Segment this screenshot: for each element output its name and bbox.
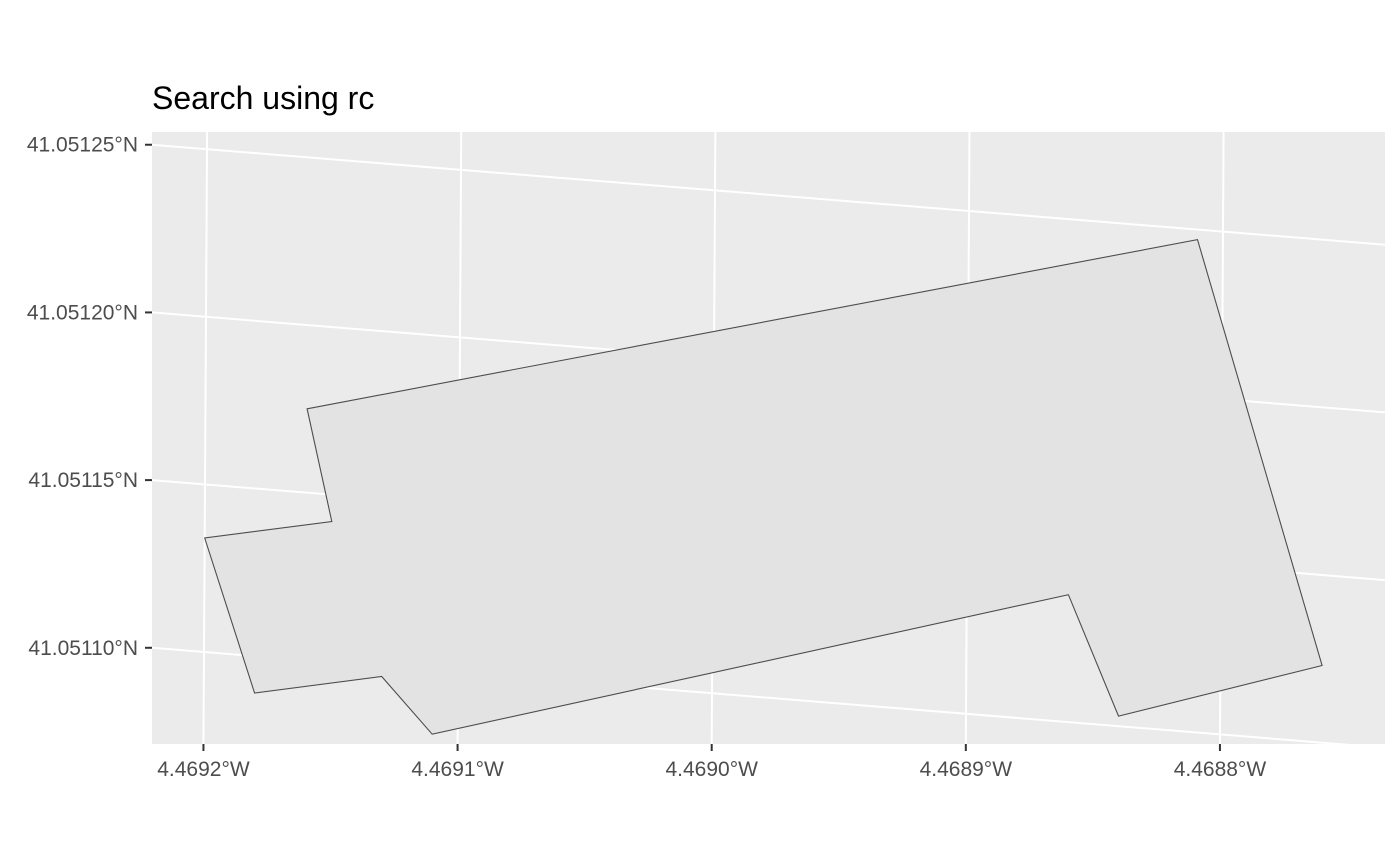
y-tick-label: 41.05110°N bbox=[28, 637, 138, 660]
x-tick-label: 4.4689°W bbox=[920, 758, 1013, 781]
y-tick-label: 41.05120°N bbox=[27, 301, 138, 324]
polygon-layer bbox=[203, 238, 1323, 735]
axes: 4.4692°W 4.4691°W 4.4690°W 4.4689°W 4.4688°W… bbox=[27, 134, 1267, 781]
x-tick-label: 4.4692°W bbox=[157, 758, 250, 781]
parcel-polygon bbox=[203, 238, 1323, 735]
x-tick-label: 4.4688°W bbox=[1174, 758, 1267, 781]
y-tick-label: 41.05115°N bbox=[28, 469, 138, 492]
chart-title: Search using rc bbox=[152, 80, 374, 116]
x-tick-label: 4.4690°W bbox=[665, 758, 758, 781]
x-tick-label: 4.4691°W bbox=[411, 758, 504, 781]
y-tick-label: 41.05125°N bbox=[27, 134, 138, 157]
meridian-line bbox=[202, 132, 209, 744]
parallel-line bbox=[152, 143, 1385, 246]
